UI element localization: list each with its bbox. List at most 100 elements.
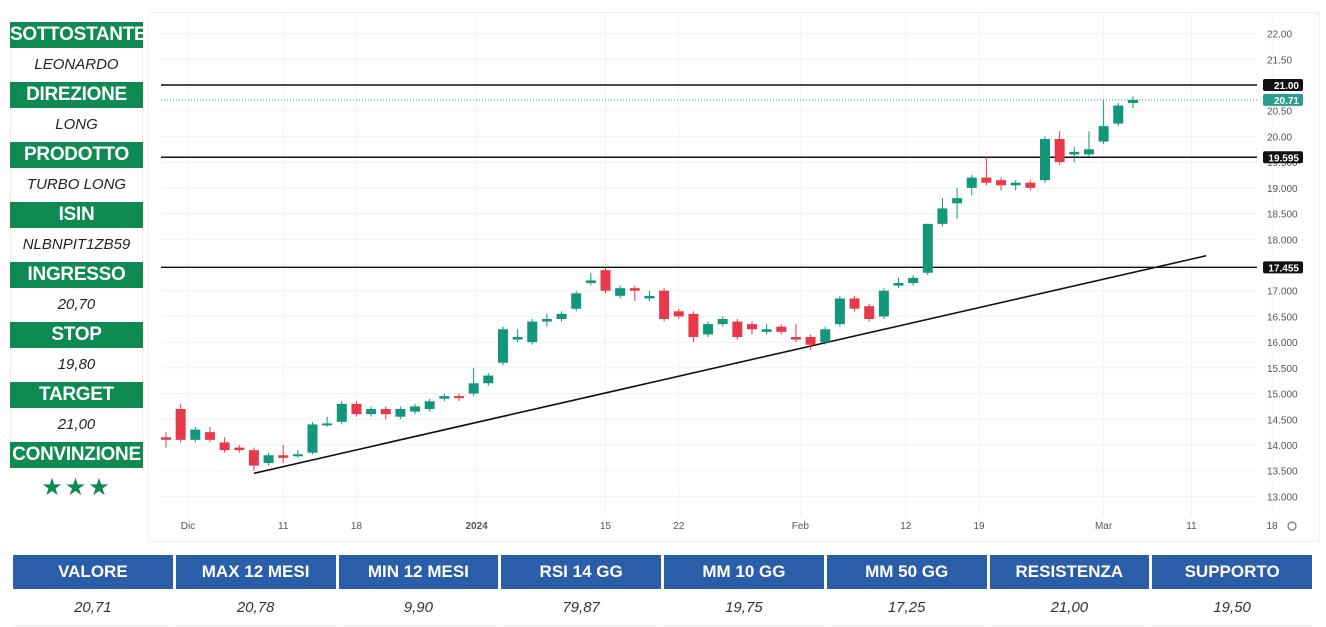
y-tick-label: 16.000 <box>1267 338 1298 349</box>
candle-up <box>292 454 303 457</box>
candle-up <box>761 329 772 332</box>
candle-up <box>483 375 494 384</box>
table-header-0: VALORE <box>13 555 173 589</box>
y-tick-label: 22.00 <box>1267 30 1292 41</box>
table-value-3: 79,87 <box>501 589 661 626</box>
candle-down <box>673 311 684 317</box>
candle-down <box>234 447 245 451</box>
candle-down <box>981 177 992 183</box>
candle-up <box>908 277 919 283</box>
trade-summary-panel: SOTTOSTANTE LEONARDO DIREZIONE LONG PRODOTTO… <box>10 22 147 515</box>
candle-down <box>380 409 391 415</box>
candle-up <box>1010 182 1021 186</box>
table-header-3: RSI 14 GG <box>501 555 661 589</box>
candle-up <box>541 319 552 322</box>
candle-up <box>556 313 567 319</box>
price-label: 20.71 <box>1274 96 1299 107</box>
candle-up <box>307 424 318 453</box>
candle-down <box>864 306 875 319</box>
candle-down <box>996 180 1007 186</box>
x-tick-label: Feb <box>792 521 810 532</box>
sidebar-label-7: CONVINZIONE <box>10 442 143 468</box>
y-tick-label: 18.000 <box>1267 235 1298 246</box>
candle-down <box>747 324 757 330</box>
candle-up <box>585 280 596 283</box>
table-header-5: MM 50 GG <box>826 555 987 589</box>
candle-down <box>278 455 289 458</box>
sidebar-value-0: LEONARDO <box>10 48 143 82</box>
x-tick-label: 12 <box>900 521 912 532</box>
table-value-4: 19,75 <box>664 589 824 626</box>
table-header-4: MM 10 GG <box>664 555 824 589</box>
level-label: 21.00 <box>1274 81 1299 92</box>
sidebar-value-6: 21,00 <box>10 408 143 442</box>
table-header-1: MAX 12 MESI <box>175 555 336 589</box>
x-tick-label: 2024 <box>465 521 488 532</box>
candle-up <box>615 288 626 296</box>
candle-up <box>1083 149 1094 155</box>
y-tick-label: 20.00 <box>1267 132 1292 143</box>
table-header-2: MIN 12 MESI <box>338 555 499 589</box>
y-tick-label: 14.500 <box>1267 415 1298 426</box>
x-tick-label: 18 <box>351 521 363 532</box>
candle-up <box>703 324 714 335</box>
level-label-box <box>1263 79 1303 91</box>
sidebar-value-5: 19,80 <box>10 348 143 382</box>
candle-down <box>776 326 787 332</box>
candle-up <box>395 409 406 417</box>
sidebar-value-1: LONG <box>10 108 143 142</box>
table-header-6: RESISTENZA <box>989 555 1150 589</box>
y-tick-label: 15.000 <box>1267 390 1298 401</box>
candle-up <box>263 455 274 463</box>
candle-up <box>322 423 333 426</box>
candle-down <box>659 290 670 319</box>
candle-up <box>820 329 831 343</box>
settings-icon[interactable] <box>1287 521 1297 531</box>
indicators-header-row: VALORE MAX 12 MESI MIN 12 MESI RSI 14 GG MM … <box>13 555 1312 589</box>
candle-up <box>571 293 582 309</box>
sidebar-value-2: TURBO LONG <box>10 168 143 202</box>
candle-up <box>834 298 845 325</box>
sidebar-value-3: NLBNPIT1ZB59 <box>10 228 143 262</box>
candle-up <box>1040 139 1050 181</box>
sidebar-value-4: 20,70 <box>10 288 143 322</box>
x-tick-label: 11 <box>1186 521 1197 532</box>
candle-down <box>805 337 816 345</box>
sidebar-label-1: DIREZIONE <box>10 82 143 108</box>
candle-down <box>161 437 171 440</box>
candle-up <box>336 403 347 422</box>
x-tick-label: Dic <box>181 521 195 532</box>
table-value-1: 20,78 <box>175 589 336 626</box>
sidebar-label-2: PRODOTTO <box>10 142 143 168</box>
candle-down <box>351 403 362 415</box>
level-label-box <box>1263 261 1303 274</box>
sidebar-label-0: SOTTOSTANTE <box>10 22 147 48</box>
candle-up <box>468 383 479 394</box>
candle-up <box>439 396 450 399</box>
y-tick-label: 15.500 <box>1267 364 1298 375</box>
candle-up <box>966 177 977 188</box>
x-tick-label: 15 <box>600 521 612 532</box>
candle-down <box>732 321 743 337</box>
table-value-6: 21,00 <box>989 589 1150 626</box>
y-tick-label: 14.000 <box>1267 441 1298 452</box>
level-label-box <box>1263 151 1303 164</box>
candle-up <box>497 329 508 363</box>
sidebar-label-6: TARGET <box>10 382 143 408</box>
candle-up <box>644 295 655 299</box>
table-value-2: 9,90 <box>338 589 499 626</box>
y-tick-label: 13.500 <box>1267 467 1298 478</box>
candle-down <box>175 409 186 440</box>
candle-down <box>1054 139 1065 163</box>
candle-up <box>893 283 904 286</box>
candle-down <box>248 450 259 466</box>
level-label: 17.455 <box>1268 263 1299 274</box>
conviction-stars: ★★★ <box>41 474 112 501</box>
y-tick-label: 13.000 <box>1267 492 1298 503</box>
candle-down <box>849 298 860 309</box>
candle-up <box>1098 126 1109 142</box>
candle-down <box>688 313 699 337</box>
sidebar-label-5: STOP <box>10 322 143 348</box>
candle-down <box>1025 182 1036 188</box>
candle-up <box>190 429 201 440</box>
